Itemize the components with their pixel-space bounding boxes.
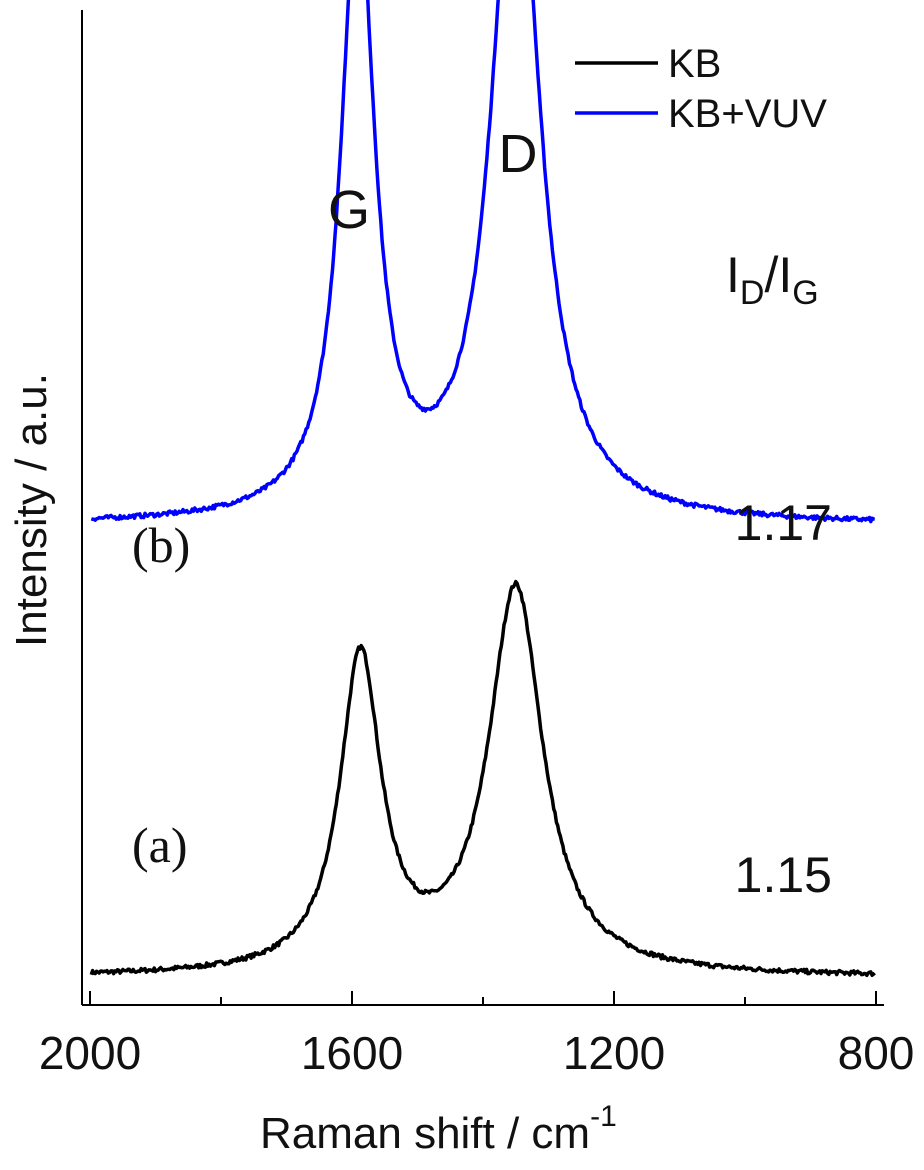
legend-label-kb-vuv: KB+VUV [668, 92, 827, 136]
legend: KB KB+VUV [575, 42, 827, 136]
x-tick-label-800: 800 [838, 1027, 915, 1079]
x-axis-title: Raman shift / cm-1 [260, 1100, 617, 1158]
panel-label-b: (b) [132, 517, 190, 573]
ratio-value-kb: 1.15 [735, 847, 832, 903]
series-kb-vuv-line [90, 0, 876, 524]
peak-label-g: G [328, 180, 370, 240]
peak-label-d: D [499, 124, 538, 184]
x-axis-ticks [89, 991, 877, 1005]
ratio-value-kb-vuv: 1.17 [735, 495, 832, 551]
x-tick-label-2000: 2000 [39, 1027, 141, 1079]
x-axis-tick-labels: 2000 1600 1200 800 [39, 1027, 915, 1079]
y-axis-title: Intensity / a.u. [7, 373, 56, 647]
panel-label-a: (a) [132, 817, 188, 873]
series-kb-line [89, 579, 876, 978]
legend-label-kb: KB [668, 42, 721, 86]
x-tick-label-1600: 1600 [301, 1027, 403, 1079]
ratio-header: ID/IG [726, 247, 819, 312]
x-tick-label-1200: 1200 [563, 1027, 665, 1079]
